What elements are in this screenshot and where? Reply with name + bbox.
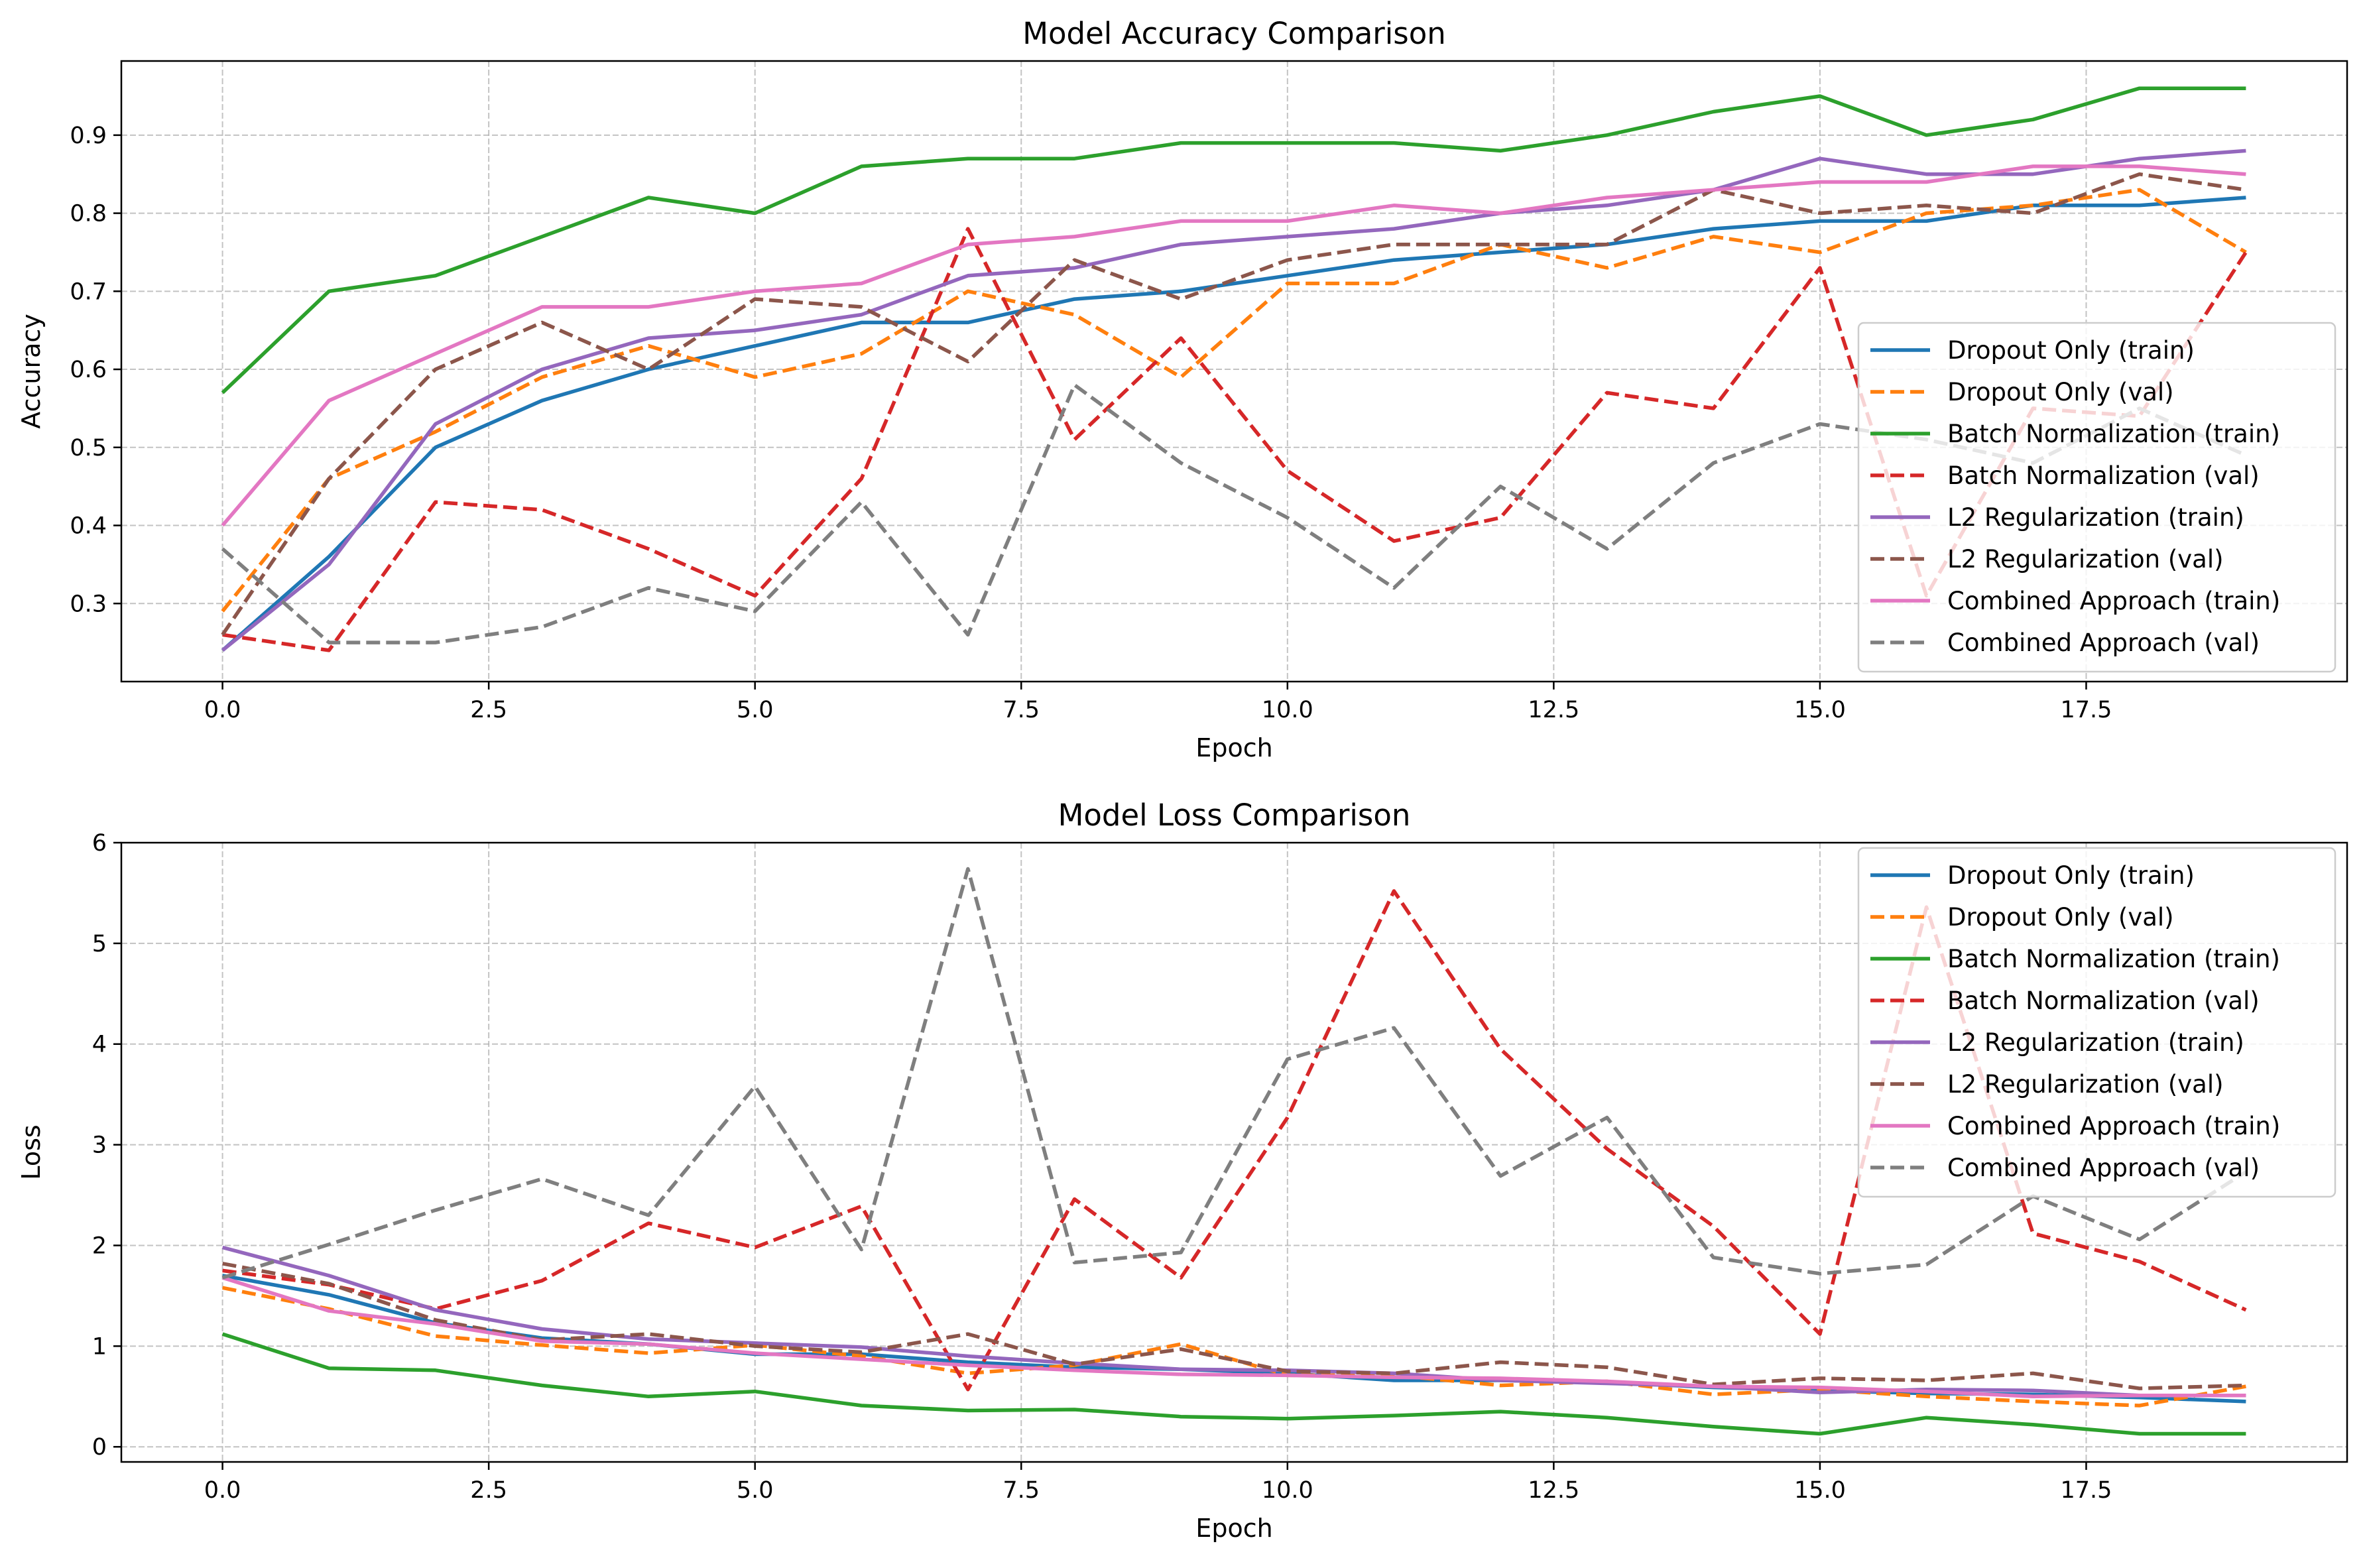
y-tick-label: 0.3 bbox=[70, 591, 107, 617]
y-tick-label: 0.8 bbox=[70, 201, 107, 227]
x-axis-label: Epoch bbox=[1195, 733, 1272, 762]
y-axis-label: Accuracy bbox=[17, 314, 46, 429]
legend: Dropout Only (train) Dropout Only (val) Ba… bbox=[1857, 847, 2337, 1198]
x-tick-label: 10.0 bbox=[1262, 697, 1313, 723]
series-line-combined-approach-val bbox=[221, 867, 2247, 1280]
legend-label: Dropout Only (val) bbox=[1947, 378, 2174, 406]
axes-frame bbox=[120, 841, 2348, 1463]
legend-box bbox=[1857, 322, 2337, 673]
chart-title: Model Loss Comparison bbox=[1058, 798, 1411, 833]
loss-chart: 0.0 2.5 5.0 7.5 10.0 12.5 15.0 17.5 0 1 2 3 4 5 6 Model… bbox=[17, 798, 2348, 1543]
y-tick-label: 0.7 bbox=[70, 278, 107, 305]
series-line-batch-normalization-train bbox=[221, 86, 2246, 394]
y-tick-label: 0.6 bbox=[70, 357, 107, 383]
y-axis-label: Loss bbox=[17, 1124, 46, 1179]
y-tick-label: 5 bbox=[92, 931, 107, 957]
y-tick-label: 4 bbox=[92, 1032, 107, 1058]
legend-label: Batch Normalization (train) bbox=[1947, 945, 2280, 973]
legend-label: Batch Normalization (train) bbox=[1947, 420, 2280, 448]
legend-label: Dropout Only (train) bbox=[1947, 336, 2195, 365]
y-tick-label: 0.5 bbox=[70, 435, 107, 461]
series-line-dropout-only-val bbox=[221, 188, 2247, 613]
legend-label: L2 Regularization (train) bbox=[1947, 1028, 2244, 1057]
x-tick-label: 2.5 bbox=[470, 697, 507, 723]
legend-label: L2 Regularization (val) bbox=[1947, 545, 2224, 573]
y-tick-label: 3 bbox=[92, 1132, 107, 1159]
legend-label: Combined Approach (train) bbox=[1947, 1112, 2280, 1140]
legend-label: Dropout Only (val) bbox=[1947, 903, 2174, 932]
legend-label: Combined Approach (val) bbox=[1947, 629, 2260, 657]
legend-box bbox=[1857, 847, 2337, 1198]
chart-title: Model Accuracy Comparison bbox=[1022, 16, 1446, 51]
x-tick-label: 10.0 bbox=[1262, 1477, 1313, 1504]
legend-label: Combined Approach (val) bbox=[1947, 1154, 2260, 1182]
x-tick-label: 5.0 bbox=[737, 697, 774, 723]
series-line-batch-normalization-val bbox=[222, 227, 2248, 652]
y-tick-label: 0.4 bbox=[70, 513, 107, 540]
x-tick-label: 12.5 bbox=[1528, 1477, 1579, 1504]
x-tick-label: 17.5 bbox=[2061, 697, 2112, 723]
series-line-l2-regularization-val bbox=[221, 172, 2246, 636]
x-tick-label: 5.0 bbox=[737, 1477, 774, 1504]
legend-label: L2 Regularization (train) bbox=[1947, 503, 2244, 532]
x-tick-label: 17.5 bbox=[2061, 1477, 2112, 1504]
series-line-batch-normalization-train bbox=[221, 1332, 2246, 1436]
x-axis-label: Epoch bbox=[1195, 1514, 1272, 1543]
series-line-combined-approach-train bbox=[221, 164, 2246, 527]
x-tick-label: 12.5 bbox=[1528, 697, 1579, 723]
legend-label: Batch Normalization (val) bbox=[1947, 461, 2260, 490]
series-line-combined-approach-train bbox=[221, 1276, 2246, 1399]
series-line-combined-approach-val bbox=[221, 383, 2247, 644]
axes-frame bbox=[120, 60, 2348, 683]
legend-label: Batch Normalization (val) bbox=[1947, 987, 2260, 1015]
y-tick-label: 6 bbox=[92, 830, 107, 857]
x-tick-label: 7.5 bbox=[1002, 1477, 1040, 1504]
x-tick-label: 0.0 bbox=[204, 1477, 241, 1504]
y-tick-label: 0 bbox=[92, 1434, 107, 1461]
accuracy-chart: 0.0 2.5 5.0 7.5 10.0 12.5 15.0 17.5 0.3 0.4 0.5 0.6… bbox=[17, 16, 2348, 762]
x-tick-label: 15.0 bbox=[1794, 697, 1846, 723]
x-tick-label: 0.0 bbox=[204, 697, 241, 723]
legend: Dropout Only (train) Dropout Only (val) Ba… bbox=[1857, 322, 2337, 673]
series-line-l2-regularization-train bbox=[221, 149, 2246, 652]
x-tick-label: 2.5 bbox=[470, 1477, 507, 1504]
y-tick-label: 1 bbox=[92, 1333, 107, 1360]
y-tick-label: 2 bbox=[92, 1233, 107, 1259]
series-line-batch-normalization-val bbox=[222, 889, 2247, 1392]
series-line-dropout-only-val bbox=[222, 1286, 2246, 1408]
legend-label: L2 Regularization (val) bbox=[1947, 1070, 2224, 1099]
x-tick-label: 7.5 bbox=[1002, 697, 1040, 723]
y-tick-label: 0.9 bbox=[70, 123, 107, 149]
legend-label: Dropout Only (train) bbox=[1947, 861, 2195, 890]
x-tick-label: 15.0 bbox=[1794, 1477, 1846, 1504]
series-line-l2-regularization-val bbox=[222, 1262, 2246, 1390]
legend-label: Combined Approach (train) bbox=[1947, 587, 2280, 615]
